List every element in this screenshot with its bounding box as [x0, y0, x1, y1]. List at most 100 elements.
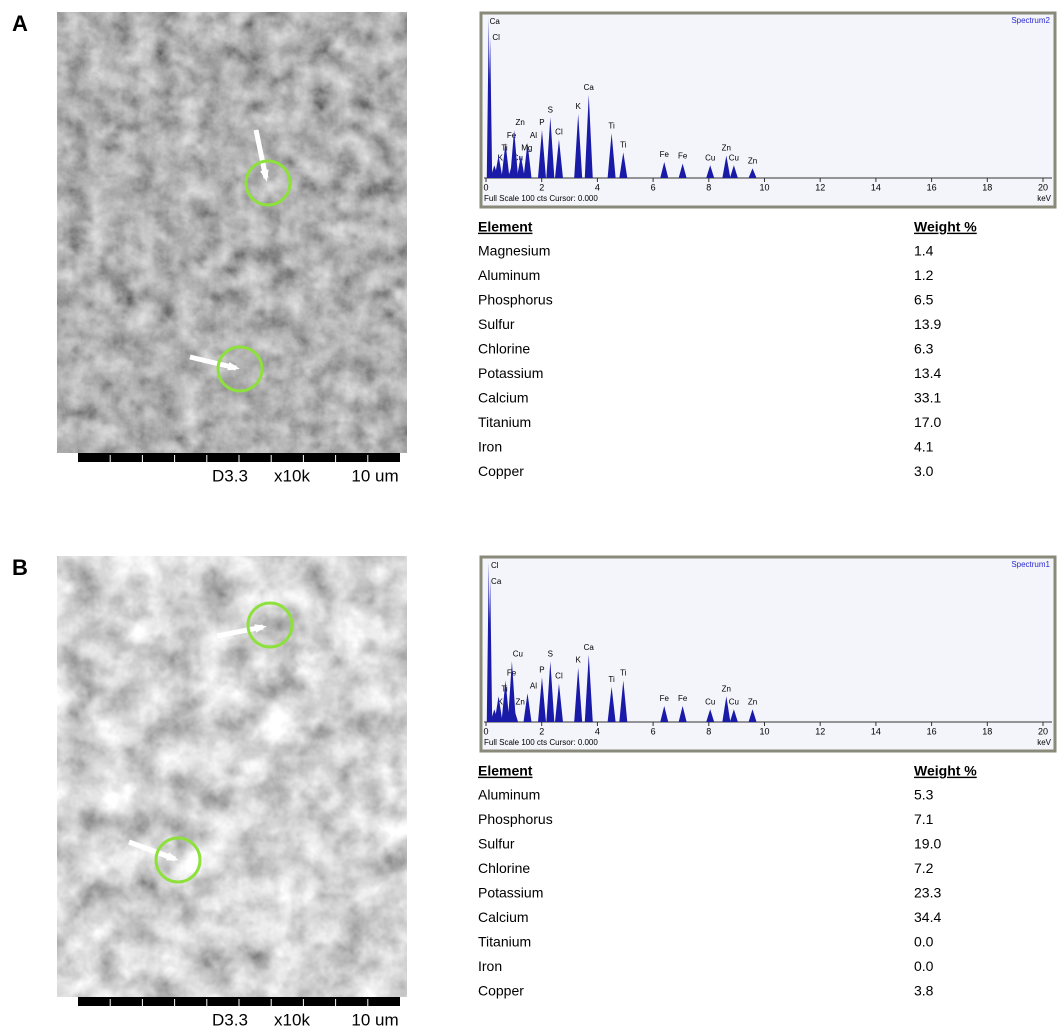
arrow [253, 129, 269, 179]
peak-label: Fe [678, 152, 688, 161]
weight-percent: 7.2 [914, 860, 934, 876]
spectrum-peak [722, 696, 731, 722]
element-name: Aluminum [478, 267, 540, 283]
scale-text: x10k [274, 1010, 310, 1029]
weight-percent: 17.0 [914, 414, 941, 430]
spectrum-peak [619, 152, 628, 178]
element-name: Titanium [478, 934, 531, 950]
peak-label: K [576, 656, 582, 665]
weight-percent: 13.4 [914, 365, 941, 381]
x-tick-label: 0 [483, 726, 488, 736]
peak-label: Cu [705, 153, 715, 162]
x-tick-label: 4 [595, 182, 600, 192]
element-name: Potassium [478, 365, 543, 381]
weight-percent: 1.4 [914, 243, 934, 259]
spectrum-peak [748, 168, 757, 178]
x-tick-label: 4 [595, 726, 600, 736]
spectrum-peak [494, 155, 503, 178]
peak-label: Cu [729, 153, 739, 162]
peak-label: Zn [515, 697, 524, 706]
spectrum-peak [678, 163, 687, 178]
peak-label: Ti [501, 144, 508, 153]
highlight-circle [246, 601, 294, 649]
element-name: Iron [478, 439, 502, 455]
peak-label: Ti [620, 669, 627, 678]
peak-label: P [539, 665, 544, 674]
weight-percent: 23.3 [914, 885, 941, 901]
highlight-circle [244, 159, 292, 207]
arrow-head [260, 169, 269, 182]
panel: A D3.3 x10k 10 um Spectrum2 0 2 4 6 8 10 12 14 16 18 20… [12, 11, 1057, 485]
panel-label: A [12, 11, 28, 36]
element-name: Copper [478, 463, 524, 479]
x-tick-label: 12 [815, 182, 825, 192]
scale-text: x10k [274, 466, 310, 485]
x-tick-label: 2 [539, 726, 544, 736]
weight-percent: 33.1 [914, 390, 941, 406]
spectrum-peak [706, 165, 715, 178]
peak-label: Cl [555, 672, 563, 681]
spectrum-peak [537, 677, 546, 722]
weight-percent: 6.3 [914, 341, 934, 357]
weight-percent: 5.3 [914, 787, 934, 803]
x-tick-label: 6 [651, 182, 656, 192]
sem-image [57, 12, 407, 453]
x-tick-label: 20 [1038, 726, 1048, 736]
peak-label: Fe [678, 694, 688, 703]
peak-label: Cl [491, 561, 499, 570]
spectrum-peak [619, 680, 628, 722]
spectrum-peak [501, 142, 510, 178]
element-name: Iron [478, 958, 502, 974]
x-tick-label: 10 [759, 726, 769, 736]
weight-percent: 19.0 [914, 836, 941, 852]
x-tick-label: 14 [871, 726, 881, 736]
scale-text: D3.3 [212, 1010, 248, 1029]
weight-percent: 0.0 [914, 934, 934, 950]
spectrum-peak [574, 667, 583, 722]
element-name: Sulfur [478, 316, 515, 332]
element-name: Copper [478, 983, 524, 999]
element-name: Phosphorus [478, 292, 553, 308]
peak-label: Ca [490, 17, 501, 26]
spectrum-peak [678, 706, 687, 722]
scale-text: 10 um [351, 466, 398, 485]
spectrum-peak [546, 117, 555, 178]
weight-percent: 1.2 [914, 267, 934, 283]
panel: B D3.3 x10k 10 um Spectrum1 0 2 4 6 8 10 12 14 16 18 20… [12, 555, 1057, 1029]
peak-label: Zn [515, 118, 524, 127]
peak-label: Ca [491, 577, 502, 586]
spectrum-peak [537, 130, 546, 178]
x-tick-label: 16 [927, 182, 937, 192]
x-tick-label: 8 [706, 182, 711, 192]
spectrum-peak [729, 709, 738, 722]
weight-percent: 3.8 [914, 983, 934, 999]
spectrum-footer: Full Scale 100 cts Cursor: 0.000 [484, 738, 598, 747]
peak-label: Mg [521, 144, 532, 153]
peak-label: Ti [608, 675, 615, 684]
highlight-circle [216, 345, 264, 393]
spectrum-peak [507, 661, 516, 722]
arrow-head [166, 852, 179, 861]
spectrum-peak [722, 155, 731, 178]
spectrum-peak [488, 37, 493, 179]
element-name: Calcium [478, 909, 529, 925]
x-tick-label: 14 [871, 182, 881, 192]
spectrum-peak [660, 706, 669, 722]
x-tick-label: 8 [706, 726, 711, 736]
sem-image [57, 556, 407, 997]
x-unit: keV [1037, 738, 1051, 747]
element-name: Titanium [478, 414, 531, 430]
element-name: Chlorine [478, 860, 530, 876]
x-tick-label: 20 [1038, 182, 1048, 192]
peak-label: Ca [584, 83, 595, 92]
element-name: Phosphorus [478, 811, 553, 827]
weight-percent: 13.9 [914, 316, 941, 332]
weight-percent: 7.1 [914, 811, 934, 827]
peak-label: Cl [555, 128, 563, 137]
spectrum-peak [584, 94, 593, 178]
spectrum-peak [554, 139, 563, 178]
peak-label: Cl [492, 33, 500, 42]
spectrum-peak [546, 661, 555, 722]
element-name: Chlorine [478, 341, 530, 357]
x-tick-label: 12 [815, 726, 825, 736]
